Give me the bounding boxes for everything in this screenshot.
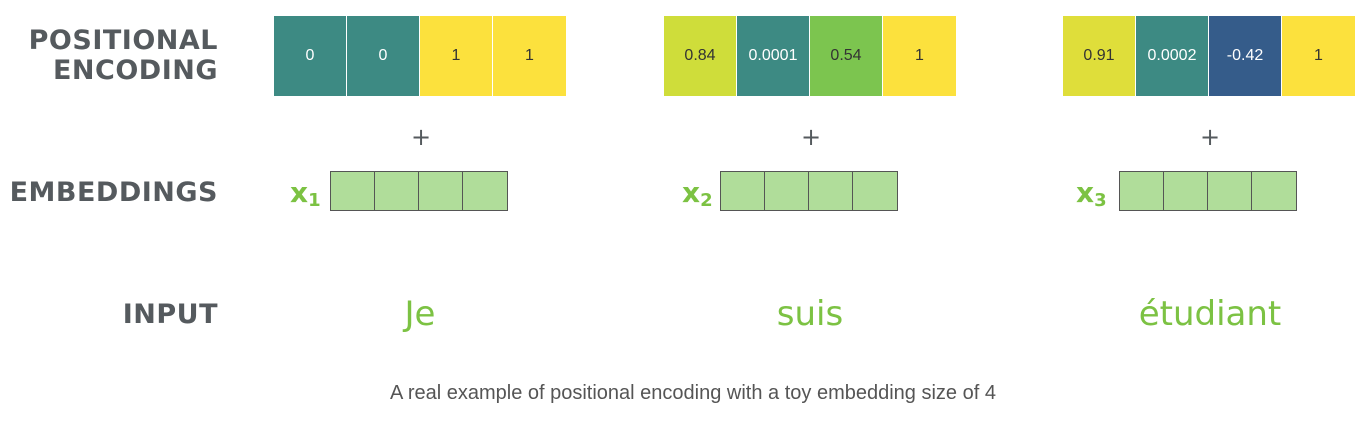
embedding-cell (809, 172, 853, 210)
plus-sign: + (410, 123, 432, 151)
x-index: 1 (308, 190, 321, 211)
pe-cell: 0.84 (664, 16, 737, 96)
embedding-vector-2 (720, 171, 898, 211)
embedding-cell (721, 172, 765, 210)
input-word-1: Je (404, 294, 436, 334)
positional-encoding-vector-3: 0.91 0.0002 -0.42 1 (1063, 16, 1355, 96)
embedding-cell (1164, 172, 1208, 210)
pe-cell: -0.42 (1209, 16, 1282, 96)
embedding-cell (765, 172, 809, 210)
embedding-symbol-3: x3 (1076, 176, 1107, 218)
embedding-cell (1252, 172, 1296, 210)
x-index: 2 (700, 190, 713, 211)
embedding-cell (463, 172, 507, 210)
embedding-cell (375, 172, 419, 210)
positional-encoding-label-line2: ENCODING (52, 55, 218, 86)
pe-cell: 1 (883, 16, 956, 96)
plus-sign: + (800, 123, 822, 151)
embedding-cell (1120, 172, 1164, 210)
embedding-vector-1 (330, 171, 508, 211)
input-word-2: suis (776, 294, 844, 334)
positional-encoding-label: POSITIONAL ENCODING (29, 26, 218, 86)
input-label: INPUT (122, 299, 218, 330)
embeddings-label: EMBEDDINGS (9, 177, 218, 208)
x-letter: x (1076, 176, 1095, 209)
x-letter: x (290, 176, 309, 209)
embedding-cell (331, 172, 375, 210)
embedding-cell (1208, 172, 1252, 210)
x-index: 3 (1094, 190, 1107, 211)
positional-encoding-vector-1: 0 0 1 1 (274, 16, 566, 96)
pe-cell: 0.0002 (1136, 16, 1209, 96)
pe-cell: 1 (493, 16, 566, 96)
pe-cell: 1 (1282, 16, 1355, 96)
positional-encoding-label-line1: POSITIONAL (28, 25, 218, 56)
pe-cell: 0.91 (1063, 16, 1136, 96)
pe-cell: 1 (420, 16, 493, 96)
pe-cell: 0 (274, 16, 347, 96)
pe-cell: 0 (347, 16, 420, 96)
pe-cell: 0.54 (810, 16, 883, 96)
pe-cell: 0.0001 (737, 16, 810, 96)
input-word-3: étudiant (1138, 294, 1282, 334)
x-letter: x (682, 176, 701, 209)
figure-caption: A real example of positional encoding wi… (390, 382, 996, 404)
embedding-symbol-2: x2 (682, 176, 713, 218)
embedding-cell (419, 172, 463, 210)
embedding-cell (853, 172, 897, 210)
positional-encoding-vector-2: 0.84 0.0001 0.54 1 (664, 16, 956, 96)
embedding-symbol-1: x1 (290, 176, 321, 218)
embedding-vector-3 (1119, 171, 1297, 211)
plus-sign: + (1199, 123, 1221, 151)
